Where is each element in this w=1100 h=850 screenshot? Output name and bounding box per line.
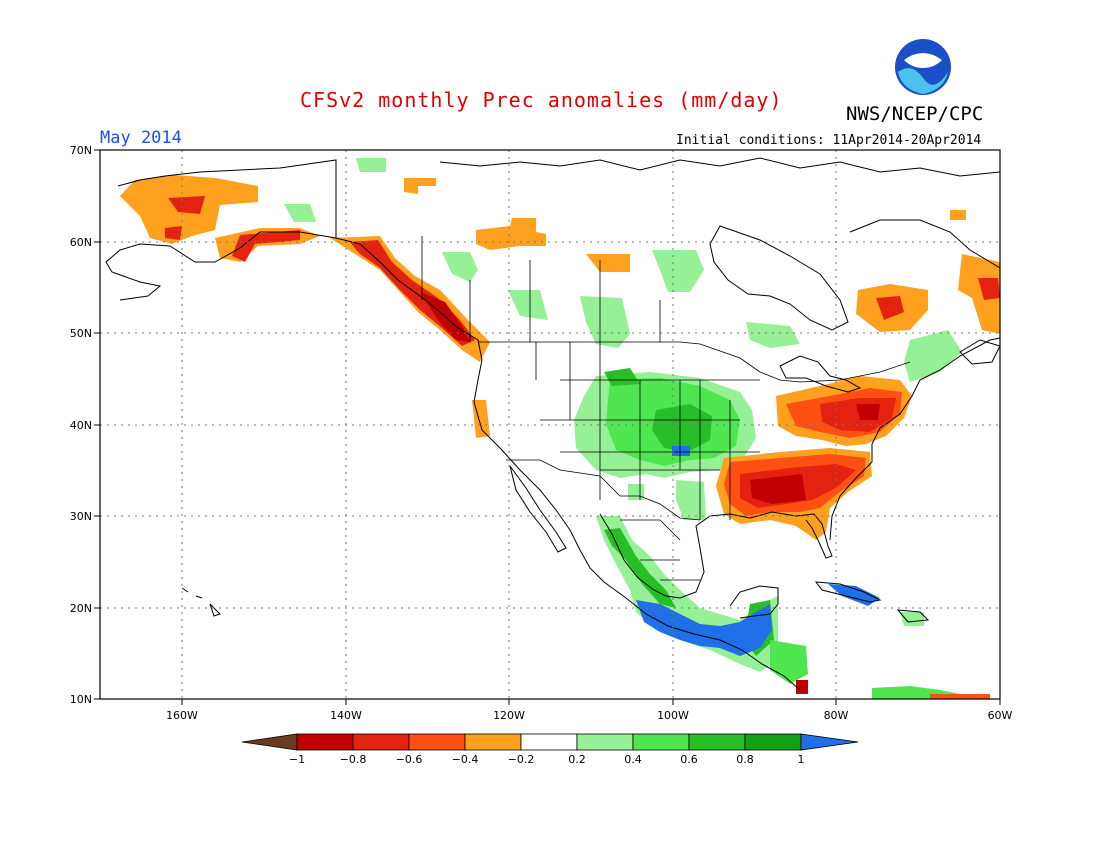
lon-label-140w: 140W	[330, 709, 362, 722]
colorbar-high-arrow	[800, 733, 859, 751]
nwt-wet	[442, 252, 478, 282]
forecast-month: May 2014	[100, 128, 182, 148]
cuba-wet-extreme	[828, 584, 880, 606]
us-interior-wet-strong	[604, 368, 712, 452]
colorbar-tick-label: 1	[798, 753, 805, 766]
anomaly-layer	[120, 158, 1000, 699]
panama-dry	[796, 680, 808, 694]
colorbar-tick-label: 0.2	[568, 753, 586, 766]
texas-wet	[676, 480, 706, 520]
political-borders	[335, 160, 911, 581]
canada-provinces	[335, 160, 661, 342]
colorbar-segment	[296, 733, 354, 751]
baja-california	[509, 465, 567, 553]
hudson-wet	[652, 250, 704, 292]
colorbar-segment	[520, 733, 578, 751]
lat-label-10n: 10N	[70, 693, 92, 706]
newfoundland	[959, 339, 1000, 365]
lon-label-80w: 80W	[824, 709, 849, 722]
alberta-wet	[508, 290, 548, 320]
lat-label-40n: 40N	[70, 419, 92, 432]
lat-lon-grid	[100, 150, 1000, 699]
longitude-labels: 160W 140W 120W 100W 80W 60W	[166, 709, 1012, 722]
mexico-wet-extreme	[636, 600, 772, 656]
arctic-islands	[439, 157, 1000, 177]
labrador-dry	[958, 254, 1000, 334]
yukon-wet	[284, 204, 316, 222]
colorbar-tick-label: −0.8	[340, 753, 367, 766]
lon-label-160w: 160W	[166, 709, 198, 722]
colorbar-tick-label: −0.4	[452, 753, 479, 766]
hispaniola	[896, 609, 930, 623]
noaa-logo	[895, 39, 951, 95]
coastlines	[105, 157, 1000, 691]
alaska-coast-dry-core	[232, 230, 300, 262]
colorbar-tick-label: −0.6	[396, 753, 423, 766]
initial-conditions: Initial conditions: 11Apr2014-20Apr2014	[676, 133, 982, 148]
hispaniola-wet	[900, 612, 924, 626]
baffin-dry	[950, 210, 966, 220]
mexico-states	[620, 519, 700, 581]
colorbar-tick-label: 0.4	[624, 753, 642, 766]
alaska-dry-core	[165, 196, 205, 240]
sask-wet	[580, 296, 630, 348]
kansas-wet-extreme	[672, 446, 690, 456]
bc-west-coast	[335, 237, 801, 691]
lon-label-60w: 60W	[988, 709, 1013, 722]
colorbar-tick-label: 0.8	[736, 753, 754, 766]
us-mexico-border	[506, 459, 701, 521]
lat-label-20n: 20N	[70, 602, 92, 615]
colorbar-segment	[576, 733, 634, 751]
great-lakes	[779, 355, 862, 393]
quebec-dry-core	[876, 296, 904, 320]
yucatan	[729, 585, 779, 619]
colorbar-tick-label: −1	[289, 753, 305, 766]
atlantic-coast	[829, 337, 1000, 541]
colorbar-tick-label: −0.2	[508, 753, 535, 766]
lon-label-100w: 100W	[657, 709, 689, 722]
colorbar-segment	[464, 733, 522, 751]
gulf-coast	[599, 511, 833, 599]
colorbar-segment	[632, 733, 690, 751]
lat-label-60n: 60N	[70, 236, 92, 249]
colorbar-tick-label: 0.6	[680, 753, 698, 766]
us-canada-border	[478, 341, 911, 383]
south-america-dry	[930, 694, 990, 699]
lat-label-30n: 30N	[70, 510, 92, 523]
southeast-dry-core	[750, 474, 806, 504]
ontario-wet	[746, 322, 800, 348]
nm-wet	[628, 484, 644, 500]
chart-title: CFSv2 monthly Prec anomalies (mm/day)	[300, 88, 783, 112]
lat-label-50n: 50N	[70, 327, 92, 340]
labrador-coast	[849, 219, 1000, 269]
axis-ticks	[94, 149, 1001, 705]
latitude-labels: 70N 60N 50N 40N 30N 20N 10N	[70, 144, 92, 706]
alaska-coast	[105, 159, 337, 301]
colorbar: −1 −0.8 −0.6 −0.4 −0.2 0.2 0.4 0.6 0.8 1	[241, 733, 859, 766]
colorbar-segment	[744, 733, 802, 751]
colorbar-segment	[408, 733, 466, 751]
northeast-dry-core	[856, 404, 880, 420]
colorbar-segment	[688, 733, 746, 751]
colorbar-low-arrow	[241, 733, 298, 751]
cuba	[814, 581, 882, 603]
arctic-wet	[356, 158, 386, 172]
maritimes-wet	[904, 330, 962, 382]
colorbar-segment	[352, 733, 410, 751]
nunavut-dry	[586, 254, 630, 272]
lat-label-70n: 70N	[70, 144, 92, 157]
yukon-dry	[404, 178, 436, 194]
hudson-bay	[709, 225, 849, 331]
labrador-dry-core	[978, 278, 1000, 300]
us-state-grid	[535, 342, 760, 520]
agency-label: NWS/NCEP/CPC	[846, 103, 984, 125]
hawaii	[181, 587, 221, 617]
lon-label-120w: 120W	[493, 709, 525, 722]
